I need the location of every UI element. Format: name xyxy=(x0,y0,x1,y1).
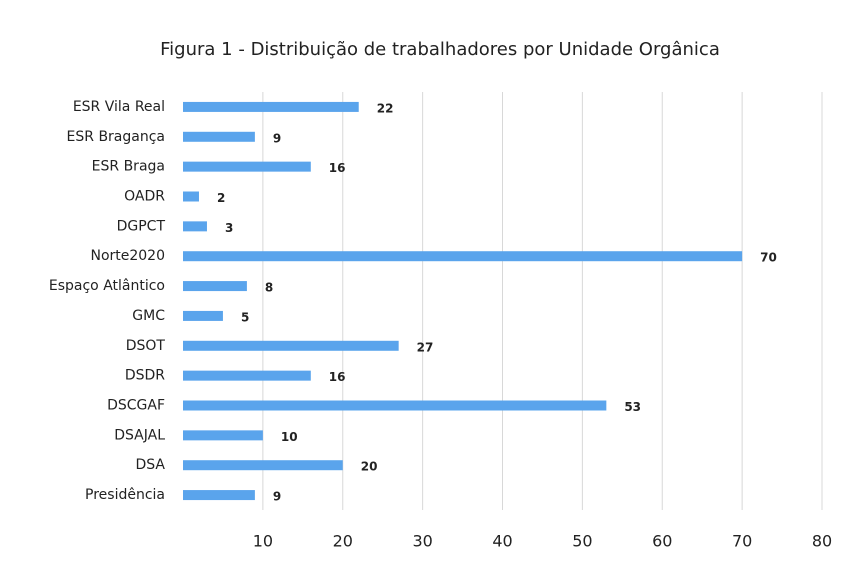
x-tick-label: 10 xyxy=(253,532,273,551)
bar xyxy=(183,101,359,112)
y-tick-label: ESR Bragança xyxy=(67,129,165,145)
y-tick-label: DSAJAL xyxy=(114,427,165,443)
bar xyxy=(183,310,223,321)
y-tick-label: Presidência xyxy=(85,487,165,503)
bar xyxy=(183,400,607,411)
data-label: 9 xyxy=(273,131,281,145)
y-tick-label: ESR Vila Real xyxy=(73,99,165,115)
bar xyxy=(183,131,255,142)
x-tick-label: 30 xyxy=(412,532,432,551)
x-tick-label: 20 xyxy=(333,532,353,551)
bar xyxy=(183,490,255,501)
bar xyxy=(183,370,311,381)
data-label: 16 xyxy=(329,370,346,384)
bar xyxy=(183,460,343,471)
data-label: 20 xyxy=(361,460,378,474)
x-tick-label: 50 xyxy=(572,532,592,551)
chart-title: Figura 1 - Distribuição de trabalhadores… xyxy=(160,39,720,60)
data-label: 22 xyxy=(377,101,394,115)
data-label: 5 xyxy=(241,310,249,324)
y-tick-label: DSA xyxy=(135,457,165,473)
bar xyxy=(183,161,311,172)
x-tick-label: 70 xyxy=(732,532,752,551)
data-label: 8 xyxy=(265,281,273,295)
y-tick-label: ESR Braga xyxy=(92,159,165,175)
data-label: 27 xyxy=(417,340,434,354)
x-tick-label: 80 xyxy=(812,532,832,551)
x-tick-label: 40 xyxy=(492,532,512,551)
bar xyxy=(183,340,399,351)
bar xyxy=(183,191,199,202)
data-label: 10 xyxy=(281,430,298,444)
y-tick-label: DSCGAF xyxy=(107,398,165,414)
bar xyxy=(183,251,743,262)
y-tick-label: Espaço Atlântico xyxy=(49,278,165,294)
bar xyxy=(183,430,263,441)
y-tick-label: Norte2020 xyxy=(90,248,165,264)
data-label: 53 xyxy=(624,400,641,414)
data-label: 2 xyxy=(217,191,225,205)
x-tick-label: 60 xyxy=(652,532,672,551)
bar xyxy=(183,281,247,292)
y-tick-label: DGPCT xyxy=(117,218,166,234)
data-label: 3 xyxy=(225,221,233,235)
y-tick-label: DSDR xyxy=(125,368,165,384)
y-tick-label: GMC xyxy=(132,308,165,324)
data-label: 16 xyxy=(329,161,346,175)
y-tick-label: DSOT xyxy=(126,338,166,354)
data-label: 70 xyxy=(760,251,777,265)
bar xyxy=(183,221,207,232)
data-label: 9 xyxy=(273,490,281,504)
y-tick-label: OADR xyxy=(124,189,165,205)
